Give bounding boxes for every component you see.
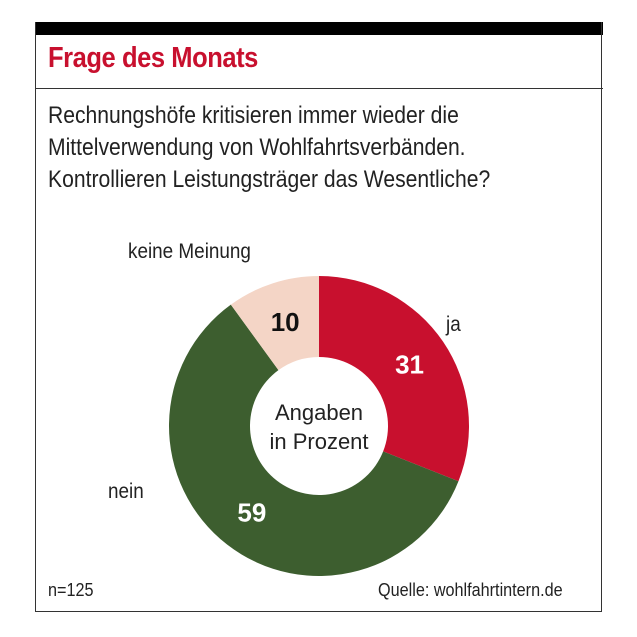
question-text: Rechnungshöfe kritisieren immer wieder d…: [48, 100, 490, 196]
card-title: Frage des Monats: [48, 42, 258, 74]
sample-size: n=125: [48, 580, 94, 600]
legend-label-ja: ja: [446, 313, 461, 336]
question-line: Kontrollieren Leistungsträger das Wesent…: [48, 166, 491, 193]
center-label: in Prozent: [269, 429, 368, 454]
data-label: 31: [395, 349, 424, 379]
data-label: 59: [237, 498, 266, 528]
center-label: Angaben: [275, 400, 363, 425]
card-frame: [35, 22, 602, 612]
legend-label-keine-meinung: keine Meinung: [128, 240, 251, 263]
slice-ja: [319, 276, 469, 482]
data-label: 10: [271, 307, 300, 337]
slice-keine-meinung: [230, 276, 319, 371]
top-bar: [35, 22, 603, 35]
slice-nein: [169, 304, 459, 577]
question-line: Rechnungshöfe kritisieren immer wieder d…: [48, 102, 459, 129]
question-line: Mittelverwendung von Wohlfahrtsverbänden…: [48, 134, 466, 161]
source: Quelle: wohlfahrtintern.de: [378, 580, 563, 600]
legend-label-nein: nein: [108, 480, 144, 503]
title-divider: [35, 88, 603, 89]
